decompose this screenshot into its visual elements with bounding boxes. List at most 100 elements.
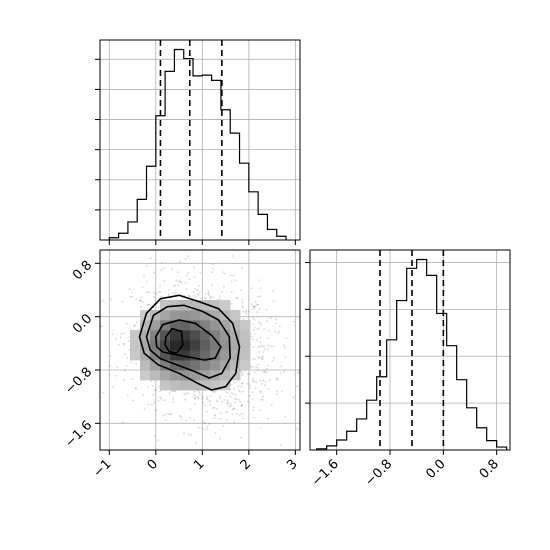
density-point xyxy=(223,273,226,275)
density-point xyxy=(138,328,140,330)
density-point xyxy=(222,271,224,273)
density-point xyxy=(174,284,177,287)
density-point xyxy=(242,306,245,309)
hist-1-quantiles xyxy=(379,250,445,450)
density-cell xyxy=(200,330,211,341)
density-point xyxy=(205,292,208,295)
density-point xyxy=(197,397,200,400)
density-cell xyxy=(160,310,171,321)
density-point xyxy=(265,308,268,311)
density-point xyxy=(153,435,156,437)
density-ytick-label: 0.8 xyxy=(70,258,95,283)
density-point xyxy=(180,281,183,284)
density-point xyxy=(159,396,162,399)
density-point xyxy=(270,345,273,347)
density-point xyxy=(266,417,269,420)
density-point xyxy=(260,398,262,401)
density-point xyxy=(158,385,160,388)
density-point xyxy=(259,341,262,344)
hist-1-ticks: −1.6 −0.8 0.0 0.8 xyxy=(305,261,502,490)
density-point xyxy=(261,356,263,359)
density-point xyxy=(198,391,201,394)
density-point xyxy=(256,339,258,342)
density-point xyxy=(185,419,188,422)
density-cell xyxy=(140,330,151,341)
density-point xyxy=(257,346,260,348)
density-point xyxy=(240,370,243,373)
density-cell xyxy=(230,360,241,371)
density-point xyxy=(225,410,228,413)
density-point xyxy=(205,410,208,413)
density-point xyxy=(234,401,237,404)
density-point xyxy=(252,306,255,309)
density-point xyxy=(241,382,243,384)
density-point xyxy=(253,371,256,374)
density-cell xyxy=(200,340,211,351)
density-point xyxy=(231,408,234,411)
density-point xyxy=(208,294,210,297)
density-point xyxy=(157,400,160,402)
density-point xyxy=(140,306,142,308)
density-cell xyxy=(220,300,231,311)
density-point xyxy=(218,395,221,397)
density-point xyxy=(201,427,203,429)
density-point xyxy=(123,342,125,345)
density-point xyxy=(259,427,262,430)
density-cell xyxy=(130,340,141,351)
density-point xyxy=(184,258,187,260)
density-cell xyxy=(170,360,181,371)
density-point xyxy=(153,401,156,404)
density-point xyxy=(129,295,132,298)
density-point xyxy=(155,389,157,392)
density-point xyxy=(160,295,162,298)
density-point xyxy=(219,397,222,400)
density-cell xyxy=(190,360,201,371)
density-point xyxy=(261,355,264,358)
density-point xyxy=(272,290,274,292)
density-point xyxy=(262,379,265,382)
density-point xyxy=(203,428,206,431)
density-point xyxy=(216,400,219,403)
density-point xyxy=(147,303,150,306)
density-point xyxy=(155,409,157,412)
density-point xyxy=(145,265,148,267)
density-point xyxy=(226,402,229,405)
density-point xyxy=(198,284,201,287)
density-point xyxy=(242,310,244,313)
hist-0-frame xyxy=(99,39,301,241)
density-point xyxy=(248,310,250,313)
density-point xyxy=(250,287,253,290)
density-point xyxy=(173,390,176,393)
density-cell xyxy=(240,330,251,341)
density-point xyxy=(139,299,142,302)
density-point xyxy=(253,416,256,419)
density-point xyxy=(102,391,105,394)
density-point xyxy=(114,374,117,377)
density-point xyxy=(173,292,176,295)
density-frame xyxy=(99,249,301,451)
density-point xyxy=(223,285,225,288)
density-point xyxy=(122,421,125,423)
density-point xyxy=(257,295,259,298)
density-cell xyxy=(160,380,171,391)
density-point xyxy=(275,377,278,379)
density-ytick-label: 0.0 xyxy=(70,311,95,336)
density-cell xyxy=(180,360,191,371)
hist-0-quantiles xyxy=(159,40,223,240)
density-point xyxy=(166,456,168,458)
density-point xyxy=(276,393,278,396)
density-point xyxy=(254,387,257,390)
density-point xyxy=(158,291,160,293)
density-point xyxy=(165,413,168,415)
density-point xyxy=(212,407,215,409)
density-point xyxy=(184,282,187,285)
density-point xyxy=(152,394,155,396)
density-point xyxy=(102,299,104,302)
density-point xyxy=(241,267,244,269)
density-point xyxy=(213,406,216,409)
density-point xyxy=(227,399,229,402)
density-point xyxy=(248,387,251,389)
density-point xyxy=(297,372,300,374)
density-point xyxy=(245,309,248,312)
density-cell xyxy=(190,300,201,311)
